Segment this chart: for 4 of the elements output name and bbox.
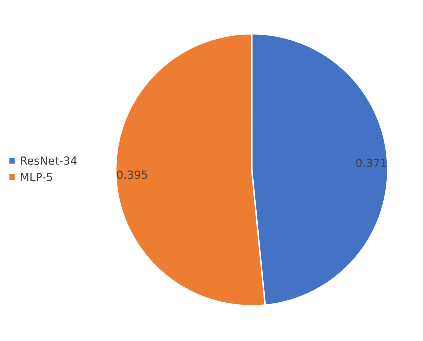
legend-label: ResNet-34	[21, 156, 77, 166]
legend-label: MLP-5	[21, 173, 52, 182]
data-label: 0.371	[356, 158, 386, 168]
data-label: 0.395	[117, 170, 148, 180]
